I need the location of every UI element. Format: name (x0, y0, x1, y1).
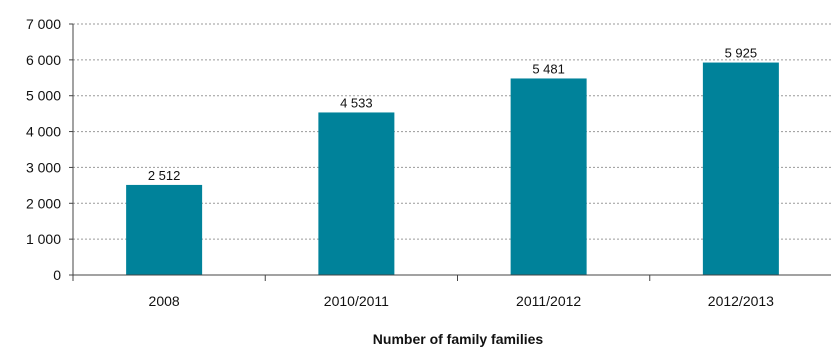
y-tick-label: 3 000 (26, 159, 61, 175)
y-tick-label: 1 000 (26, 231, 61, 247)
x-axis-tick-labels: 2008 2010/2011 2011/2012 2012/2013 (149, 293, 775, 309)
data-label: 2 512 (148, 168, 181, 183)
x-axis-title: Number of family families (373, 331, 544, 347)
bar-2012-2013 (702, 62, 779, 275)
x-tick-label: 2011/2012 (516, 293, 581, 309)
x-tick-label: 2008 (149, 293, 180, 309)
x-tick-label: 2010/2011 (324, 293, 389, 309)
y-tick-label: 5 000 (26, 88, 61, 104)
y-tick-label: 6 000 (26, 52, 61, 68)
bar-2010-2011 (318, 112, 395, 276)
y-tick-label: 7 000 (26, 16, 61, 32)
bars (126, 62, 779, 276)
data-label: 5 925 (725, 46, 758, 61)
y-axis-tick-labels: 0 1 000 2 000 3 000 4 000 5 000 6 000 7 000 (26, 16, 73, 283)
data-labels: 2 512 4 533 5 481 5 925 (148, 46, 757, 183)
axes (72, 24, 831, 281)
y-tick-label: 4 000 (26, 124, 61, 140)
y-tick-label: 0 (53, 267, 61, 283)
data-label: 5 481 (532, 61, 565, 76)
x-tick-label: 2012/2013 (708, 293, 774, 309)
bar-2008 (126, 184, 203, 275)
data-label: 4 533 (340, 95, 373, 110)
bar-2011-2012 (510, 78, 587, 275)
y-tick-label: 2 000 (26, 195, 61, 211)
